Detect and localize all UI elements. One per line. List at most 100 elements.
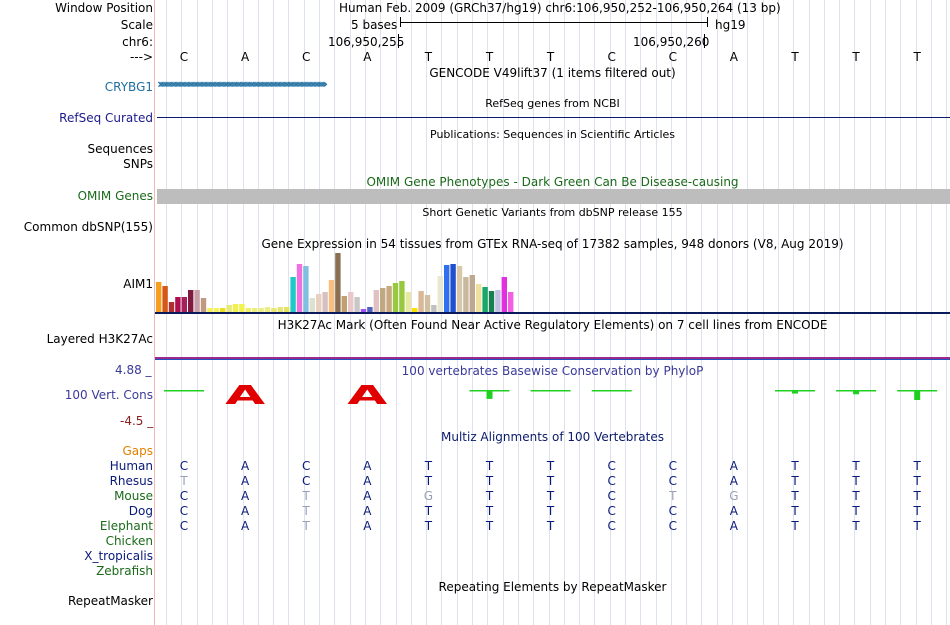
assembly-position: Human Feb. 2009 (GRCh37/hg19) chr6:106,9… xyxy=(339,1,781,15)
gtex-tissue-bar[interactable] xyxy=(360,309,367,312)
phylop-letter[interactable]: A xyxy=(225,381,265,411)
phylop-bar-stem[interactable] xyxy=(914,390,921,400)
gtex-tissue-bar[interactable] xyxy=(213,308,219,312)
gtex-tissue-bar[interactable] xyxy=(322,292,328,312)
alignment-base: A xyxy=(363,489,372,503)
species-label[interactable]: X_tropicalis xyxy=(84,549,153,563)
gtex-tissue-bar[interactable] xyxy=(392,283,399,312)
phylop-letter[interactable]: A xyxy=(347,381,387,411)
species-label[interactable]: Human xyxy=(109,459,153,473)
gtex-tissue-bar[interactable] xyxy=(264,307,271,312)
gtex-tissue-bar[interactable] xyxy=(456,266,463,312)
alignment-base: C xyxy=(607,474,616,488)
phylop-bar-stem[interactable] xyxy=(853,390,860,395)
gtex-tissue-bar[interactable] xyxy=(431,305,437,312)
gtex-tissue-bar[interactable] xyxy=(508,292,514,312)
gtex-tissue-bar[interactable] xyxy=(469,275,475,312)
alignment-base: T xyxy=(852,459,860,473)
phylop-bar[interactable] xyxy=(530,390,571,392)
gtex-bar-chart[interactable] xyxy=(155,252,950,314)
species-label[interactable]: Rhesus xyxy=(109,474,153,488)
omim-label[interactable]: OMIM Genes xyxy=(77,189,153,203)
gtex-tissue-bar[interactable] xyxy=(495,290,501,312)
phylop-bar[interactable] xyxy=(591,390,632,392)
alignment-base: A xyxy=(363,474,372,488)
gtex-tissue-bar[interactable] xyxy=(284,307,290,312)
gtex-tissue-bar[interactable] xyxy=(335,253,341,312)
gtex-tissue-bar[interactable] xyxy=(200,298,207,312)
gtex-tissue-bar[interactable] xyxy=(437,276,443,312)
alignment-base: T xyxy=(913,489,921,503)
gtex-tissue-bar[interactable] xyxy=(418,291,424,312)
gtex-tissue-bar[interactable] xyxy=(316,294,322,312)
gtex-tissue-bar[interactable] xyxy=(220,308,226,312)
gtex-tissue-bar[interactable] xyxy=(162,286,168,312)
h3k27ac-label[interactable]: Layered H3K27Ac xyxy=(46,332,153,346)
gtex-tissue-bar[interactable] xyxy=(405,292,411,312)
gtex-tissue-bar[interactable] xyxy=(258,308,264,312)
gtex-track-divider xyxy=(155,312,950,314)
gtex-tissue-bar[interactable] xyxy=(444,265,450,312)
phylop-label[interactable]: 100 Vert. Cons xyxy=(64,388,153,402)
gtex-tissue-bar[interactable] xyxy=(380,288,386,312)
gtex-tissue-bar[interactable] xyxy=(424,295,431,312)
gtex-tissue-bar[interactable] xyxy=(303,266,309,312)
gene-label-crybg1[interactable]: CRYBG1 xyxy=(104,80,153,94)
gtex-tissue-bar[interactable] xyxy=(367,307,373,312)
species-label[interactable]: Zebrafish xyxy=(96,564,153,578)
omim-feature[interactable] xyxy=(157,189,950,204)
gtex-tissue-bar[interactable] xyxy=(450,264,456,312)
gtex-tissue-bar[interactable] xyxy=(373,290,379,312)
gtex-tissue-bar[interactable] xyxy=(463,277,469,312)
gtex-tissue-bar[interactable] xyxy=(232,304,239,312)
snps-label[interactable]: SNPs xyxy=(123,157,153,171)
gtex-tissue-bar[interactable] xyxy=(226,305,232,312)
species-label[interactable]: Elephant xyxy=(99,519,153,533)
gtex-tissue-bar[interactable] xyxy=(188,290,194,312)
species-label[interactable]: Mouse xyxy=(114,489,153,503)
gtex-tissue-bar[interactable] xyxy=(194,290,200,312)
label-divider xyxy=(154,0,155,625)
gtex-tissue-bar[interactable] xyxy=(277,307,283,312)
gtex-tissue-bar[interactable] xyxy=(348,292,354,312)
gtex-tissue-bar[interactable] xyxy=(328,280,335,312)
repeatmasker-label[interactable]: RepeatMasker xyxy=(67,594,153,608)
gtex-tissue-bar[interactable] xyxy=(271,308,277,312)
refseq-label[interactable]: RefSeq Curated xyxy=(59,111,153,125)
gaps-label[interactable]: Gaps xyxy=(122,444,153,458)
gtex-tissue-bar[interactable] xyxy=(399,281,405,312)
species-label[interactable]: Dog xyxy=(128,504,153,518)
gtex-tissue-bar[interactable] xyxy=(239,304,245,312)
omim-title: OMIM Gene Phenotypes - Dark Green Can Be… xyxy=(366,175,739,189)
species-label[interactable]: Chicken xyxy=(105,534,153,548)
gtex-tissue-bar[interactable] xyxy=(207,308,213,312)
gtex-tissue-bar[interactable] xyxy=(476,284,482,312)
gtex-tissue-bar[interactable] xyxy=(488,291,495,312)
gtex-tissue-bar[interactable] xyxy=(296,264,303,312)
gtex-tissue-bar[interactable] xyxy=(309,298,315,312)
refseq-feature[interactable] xyxy=(157,117,950,118)
gtex-tissue-bar[interactable] xyxy=(501,277,507,312)
scale-bar xyxy=(400,17,708,27)
gtex-tissue-bar[interactable] xyxy=(412,308,418,312)
phylop-bar-stem[interactable] xyxy=(486,390,493,399)
gtex-tissue-bar[interactable] xyxy=(341,296,347,312)
gtex-tissue-bar[interactable] xyxy=(175,297,181,312)
gtex-tissue-bar[interactable] xyxy=(156,282,162,312)
gtex-gene-label[interactable]: AIM1 xyxy=(123,277,153,291)
gene-feature-crybg1[interactable]: ››››››››››››››››››››››››››››››››››››››››… xyxy=(157,77,328,91)
gtex-tissue-bar[interactable] xyxy=(354,297,360,312)
gtex-tissue-bar[interactable] xyxy=(168,302,175,312)
gtex-tissue-bar[interactable] xyxy=(252,308,258,312)
dbsnp-label[interactable]: Common dbSNP(155) xyxy=(23,220,153,234)
gtex-tissue-bar[interactable] xyxy=(181,297,187,312)
phylop-bar[interactable] xyxy=(164,390,204,392)
gtex-tissue-bar[interactable] xyxy=(290,277,296,312)
gtex-tissue-bar[interactable] xyxy=(245,308,251,312)
gtex-tissue-bar[interactable] xyxy=(482,287,488,312)
sequences-label[interactable]: Sequences xyxy=(87,142,153,156)
gencode-title: GENCODE V49lift37 (1 items filtered out) xyxy=(429,66,676,80)
phylop-bar-stem[interactable] xyxy=(792,390,798,394)
gtex-tissue-bar[interactable] xyxy=(386,286,392,312)
